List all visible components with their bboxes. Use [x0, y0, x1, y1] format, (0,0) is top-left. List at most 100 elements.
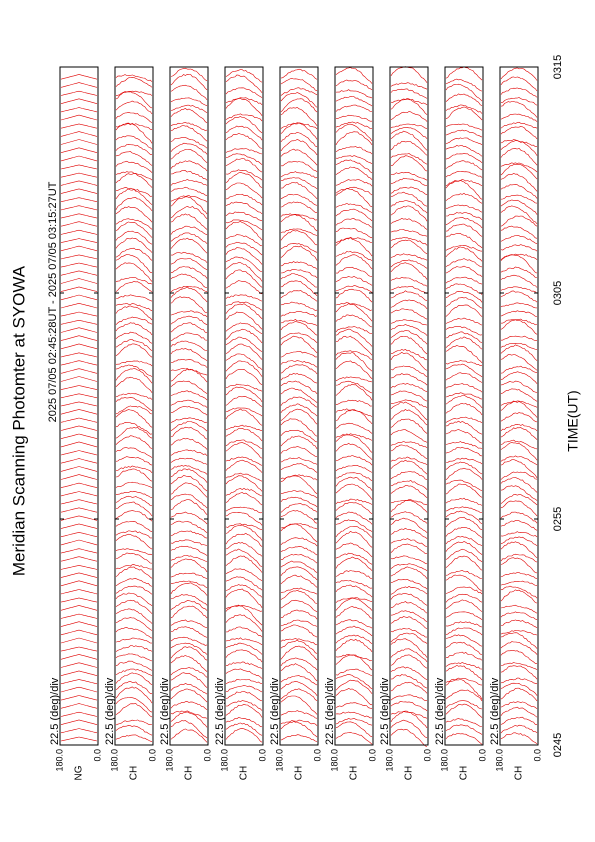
trace: [390, 610, 428, 622]
trace: [280, 77, 318, 92]
trace: [280, 373, 318, 384]
trace: [390, 66, 428, 83]
trace: [115, 277, 153, 285]
trace: [170, 368, 208, 383]
trace: [335, 188, 373, 208]
trace: [280, 319, 318, 326]
channel-label: NG: [74, 765, 85, 780]
trace: [225, 69, 263, 83]
trace: [500, 677, 538, 685]
trace: [500, 701, 538, 710]
trace: [225, 386, 263, 403]
trace: [445, 170, 483, 178]
trace: [60, 114, 98, 121]
trace: [280, 98, 318, 113]
trace: [335, 276, 373, 286]
trace: [225, 360, 263, 377]
trace: [60, 302, 98, 309]
trace: [280, 510, 318, 524]
trace: [445, 479, 483, 491]
trace: [335, 442, 373, 460]
trace: [390, 627, 428, 638]
trace: [225, 523, 263, 530]
trace: [500, 536, 538, 547]
trace: [170, 667, 208, 678]
trace: [280, 332, 318, 344]
trace: [280, 675, 318, 686]
trace: [500, 87, 538, 98]
trace: [170, 108, 208, 124]
y-tick-label: 180.0: [54, 749, 64, 772]
trace: [280, 273, 318, 288]
trace: [445, 541, 483, 555]
trace: [390, 586, 428, 595]
trace: [500, 682, 538, 696]
trace: [115, 305, 153, 321]
trace: [280, 639, 318, 654]
trace: [390, 186, 428, 195]
trace: [445, 535, 483, 547]
x-tick-label: 0255: [552, 507, 564, 531]
trace: [500, 244, 538, 252]
trace: [390, 681, 428, 694]
trace: [500, 67, 538, 81]
trace: [445, 66, 483, 81]
trace: [500, 183, 538, 199]
trace: [170, 600, 208, 611]
trace: [170, 720, 208, 739]
trace: [170, 213, 208, 230]
trace: [60, 286, 98, 292]
trace: [115, 409, 153, 428]
trace: [225, 584, 263, 598]
trace: [500, 113, 538, 122]
trace: [500, 164, 538, 180]
trace: [170, 390, 208, 401]
trace: [280, 387, 318, 403]
trace: [500, 585, 538, 599]
trace: [115, 660, 153, 671]
trace: [170, 84, 208, 100]
trace: [500, 572, 538, 579]
y-tick-label: 0.0: [532, 749, 542, 762]
trace: [335, 679, 373, 694]
trace: [445, 345, 483, 364]
trace: [500, 423, 538, 432]
trace: [500, 354, 538, 371]
trace: [500, 147, 538, 166]
trace: [500, 732, 538, 745]
trace: [280, 560, 318, 573]
trace: [500, 477, 538, 493]
trace: [280, 490, 318, 499]
trace: [170, 348, 208, 361]
trace: [60, 532, 98, 537]
trace: [60, 686, 98, 693]
trace: [335, 556, 373, 571]
trace: [445, 611, 483, 621]
trace: [225, 171, 263, 188]
trace: [390, 373, 428, 386]
trace: [225, 247, 263, 265]
trace: [115, 303, 153, 312]
trace: [280, 228, 318, 236]
y-tick-label: 0.0: [92, 749, 102, 762]
trace: [500, 254, 538, 274]
trace: [115, 447, 153, 458]
trace: [225, 408, 263, 426]
trace: [445, 276, 483, 285]
trace: [170, 493, 208, 509]
trace: [390, 177, 428, 186]
trace: [280, 457, 318, 465]
trace: [115, 76, 153, 88]
trace: [390, 499, 428, 506]
y-tick-label: 180.0: [164, 749, 174, 772]
trace: [390, 719, 428, 738]
trace: [60, 107, 98, 113]
trace: [445, 555, 483, 571]
trace: [390, 694, 428, 702]
trace: [115, 221, 153, 238]
trace: [390, 471, 428, 480]
trace: [390, 82, 428, 90]
trace: [335, 383, 373, 401]
trace: [390, 399, 428, 408]
trace: [335, 179, 373, 187]
